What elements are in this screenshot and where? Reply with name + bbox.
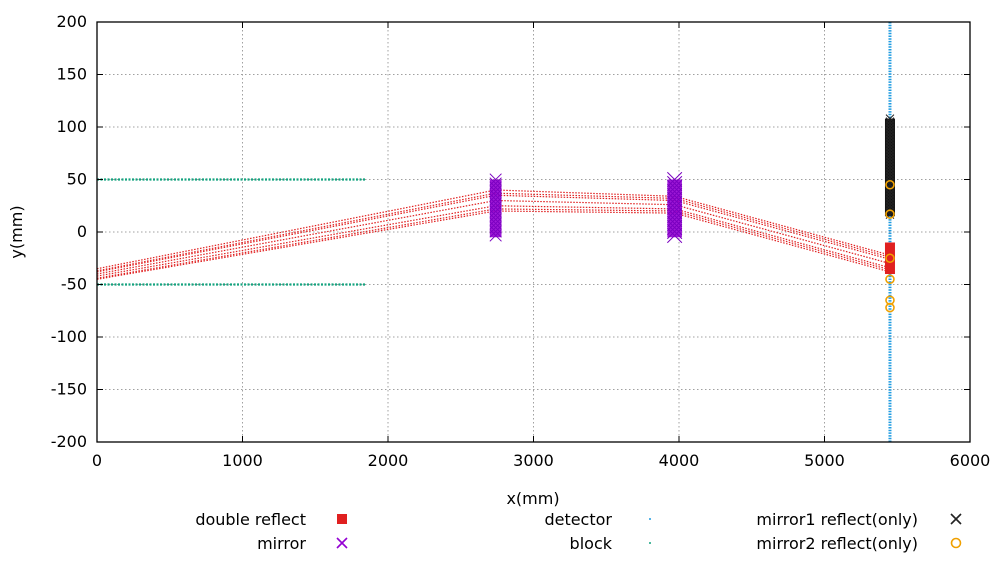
x-tick-label: 2000 [368, 451, 409, 470]
plot-area [96, 22, 895, 442]
mirror1-hit-markers [885, 114, 895, 219]
legend: double reflect mirror detector block mirror1… [195, 510, 962, 553]
x-tick-label: 5000 [804, 451, 845, 470]
x-axis-ticks: 0 1000 2000 3000 4000 5000 6000 [92, 22, 990, 470]
y-tick-label: 150 [56, 65, 87, 84]
mirror2-hit-point [885, 274, 895, 285]
double-reflect-ray [96, 205, 891, 277]
double-reflect-ray [96, 199, 891, 275]
double-reflect-ray [96, 192, 891, 272]
y-tick-label: -50 [61, 275, 87, 294]
legend-marker [649, 542, 651, 544]
y-tick-label: -200 [51, 432, 87, 451]
legend-label: mirror2 reflect(only) [756, 534, 918, 553]
mirror2-hit-point [885, 209, 895, 219]
legend-label: double reflect [195, 510, 306, 529]
x-axis-label: x(mm) [506, 489, 559, 508]
double-reflect-hit-band [884, 242, 895, 274]
mirror1-hit-band [884, 118, 895, 217]
x-tick-label: 4000 [659, 451, 700, 470]
double-reflect-ray [96, 194, 891, 273]
mirror-markers [489, 173, 502, 242]
y-axis-ticks: -200 -150 -100 -50 0 50 100 150 200 [51, 12, 970, 451]
y-tick-label: 100 [56, 117, 87, 136]
legend-label: detector [544, 510, 612, 529]
y-tick-label: -100 [51, 327, 87, 346]
legend-label: block [570, 534, 613, 553]
legend-marker [950, 537, 962, 549]
legend-marker [336, 537, 348, 549]
y-tick-label: 200 [56, 12, 87, 31]
y-tick-label: 0 [77, 222, 87, 241]
mirror2-hit-point [885, 253, 895, 264]
mirror2-hit-point [885, 179, 895, 190]
mirror2-hit-point [885, 302, 895, 313]
y-tick-label: -150 [51, 380, 87, 399]
y-axis-label: y(mm) [7, 205, 26, 258]
legend-marker [337, 514, 347, 524]
y-tick-label: 50 [67, 170, 87, 189]
legend-marker [950, 513, 962, 525]
legend-marker [649, 518, 651, 520]
x-tick-label: 3000 [513, 451, 554, 470]
x-tick-label: 1000 [222, 451, 263, 470]
x-tick-label: 0 [92, 451, 102, 470]
double-reflect-ray [96, 189, 891, 270]
mirror-region [489, 179, 502, 238]
double-reflect-ray [96, 208, 891, 279]
x-tick-label: 6000 [950, 451, 991, 470]
legend-label: mirror1 reflect(only) [756, 510, 918, 529]
mirror-markers [667, 171, 683, 244]
grid [97, 22, 970, 442]
legend-label: mirror [257, 534, 306, 553]
double-reflect-ray [96, 210, 891, 280]
